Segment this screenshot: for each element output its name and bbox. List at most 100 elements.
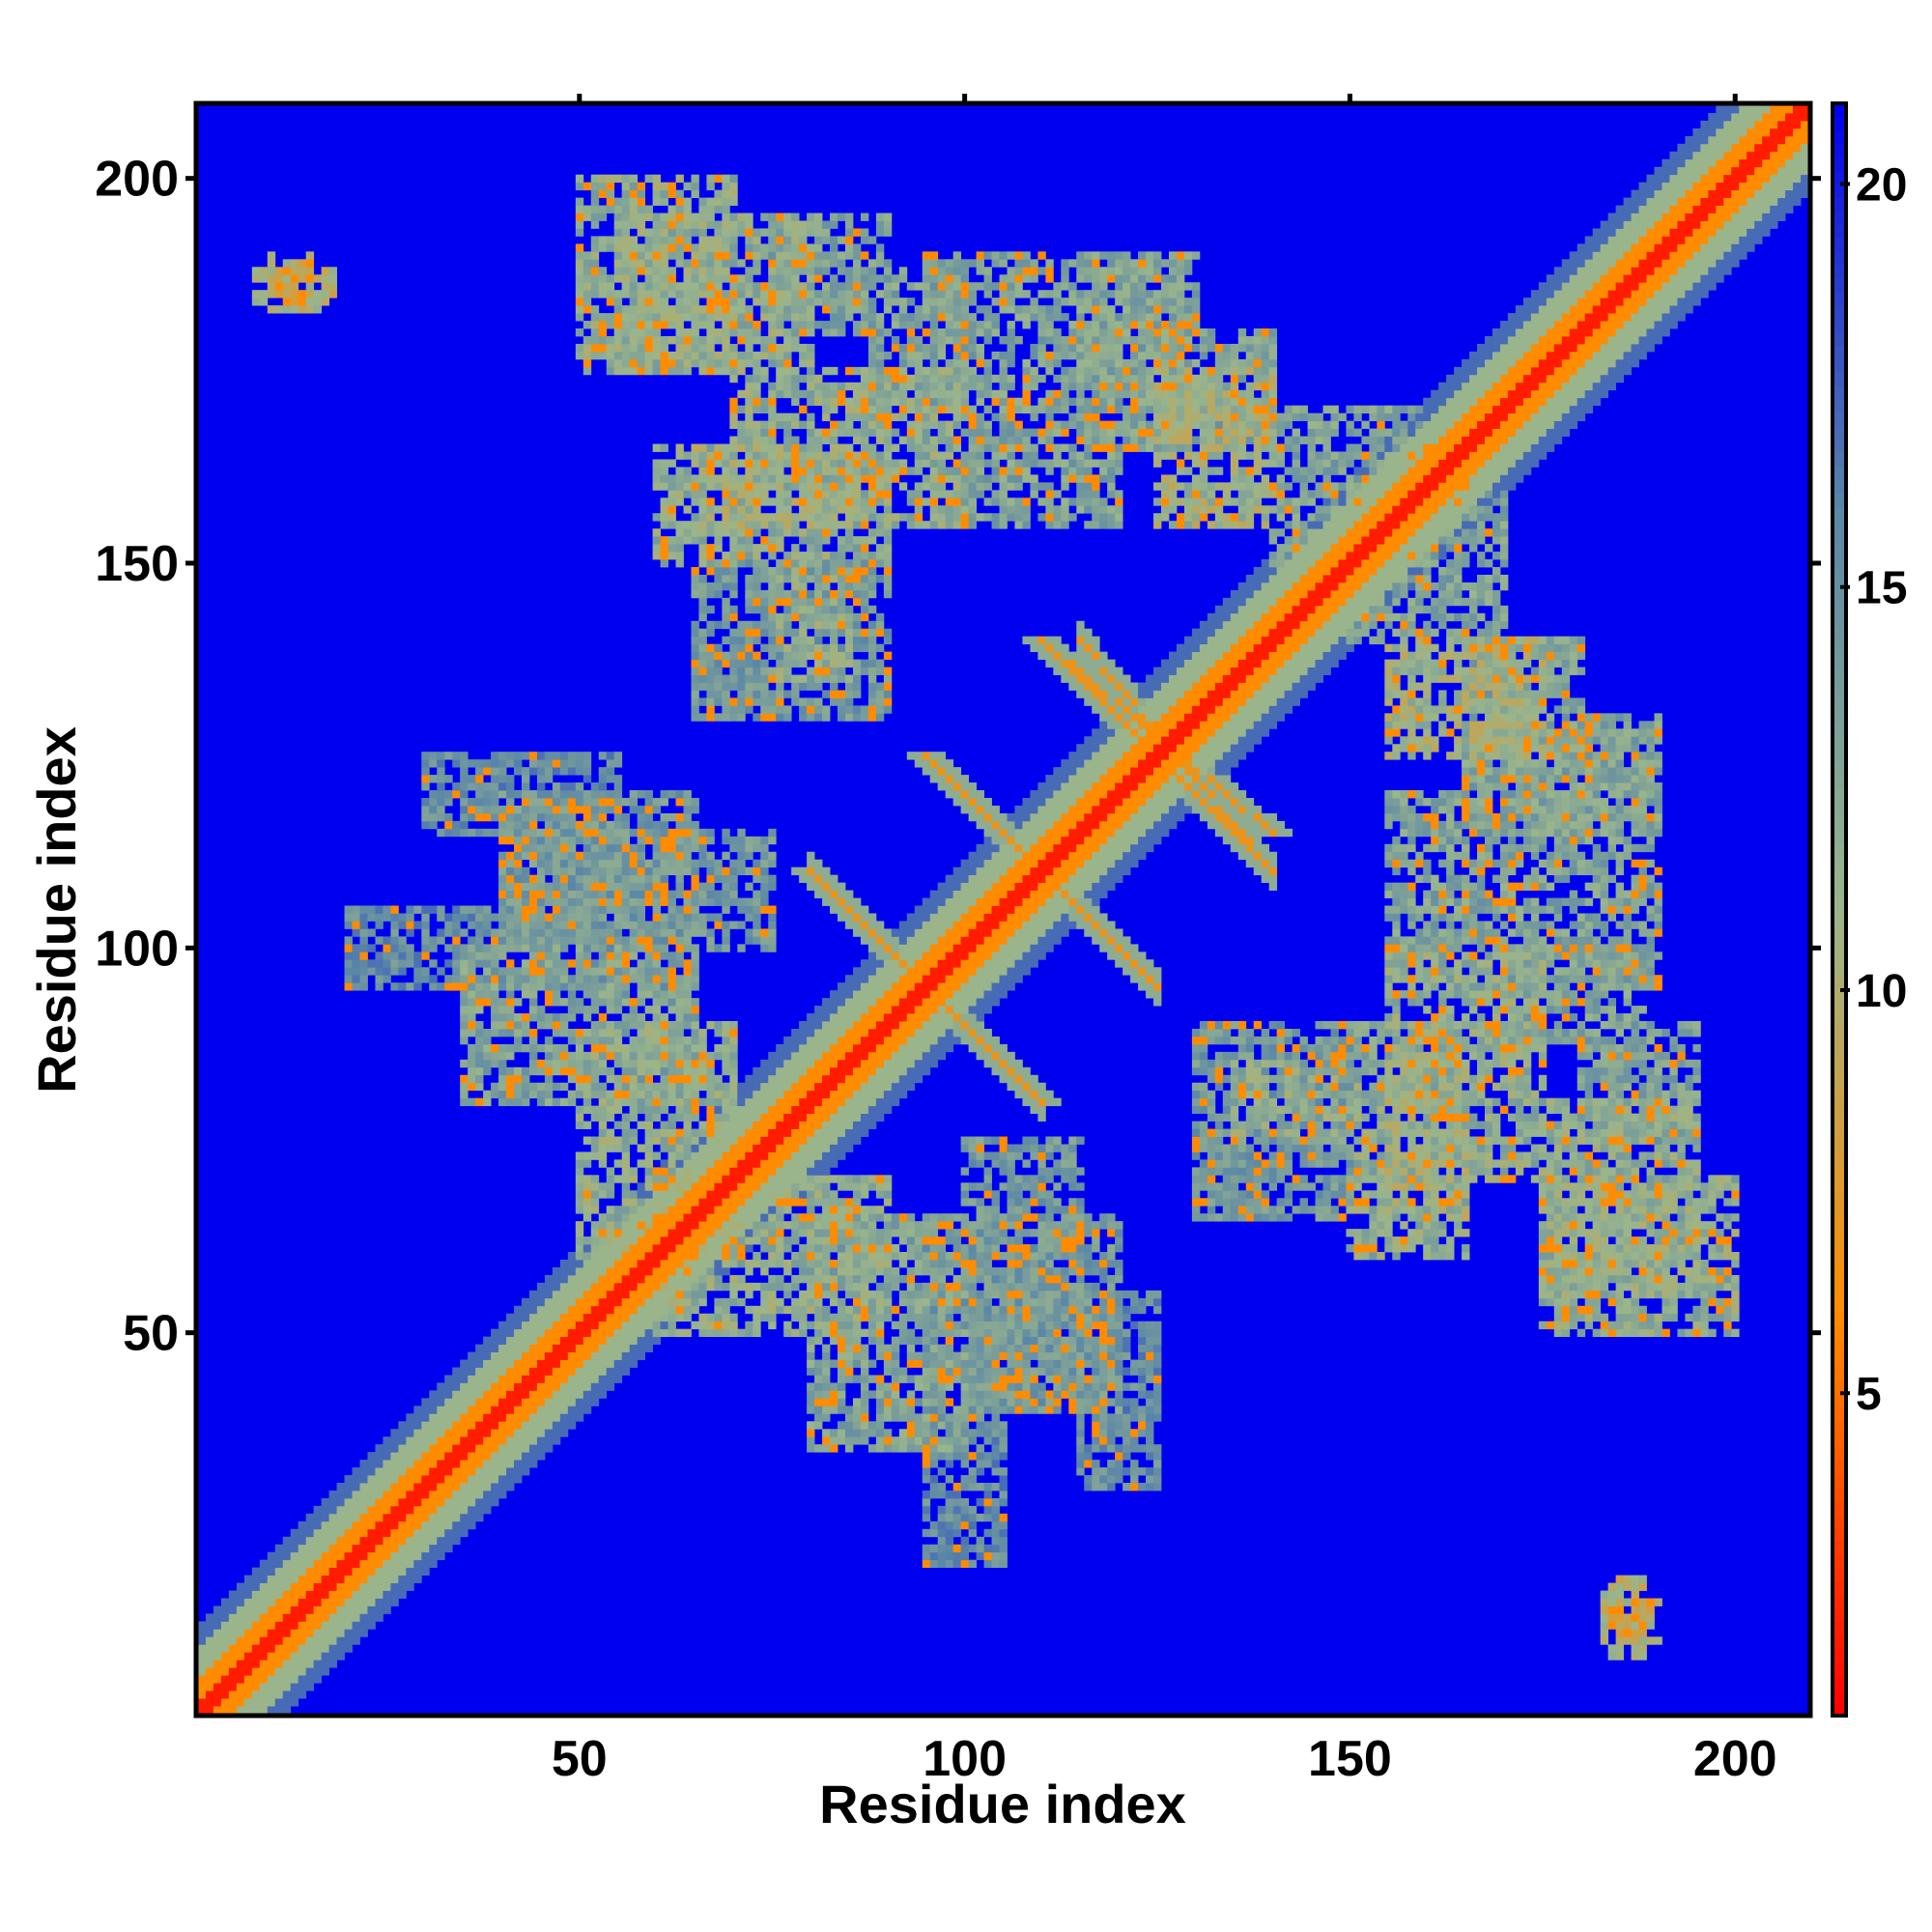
heatmap-cell — [760, 1128, 769, 1137]
heatmap-cell — [274, 1667, 284, 1676]
heatmap-cell — [475, 767, 484, 776]
heatmap-cell — [514, 1097, 523, 1107]
heatmap-cell — [644, 267, 653, 275]
heatmap-cell — [398, 1467, 407, 1476]
heatmap-cell — [814, 1382, 823, 1391]
heatmap-cell — [498, 1490, 507, 1499]
heatmap-cell — [822, 1282, 831, 1292]
heatmap-cell — [359, 1613, 368, 1622]
heatmap-cell — [606, 775, 615, 783]
heatmap-cell — [468, 1444, 476, 1453]
heatmap-cell — [683, 1059, 692, 1068]
heatmap-cell — [621, 1066, 631, 1076]
heatmap-cell — [691, 1028, 699, 1037]
heatmap-cell — [251, 1575, 261, 1583]
heatmap-cell — [613, 874, 623, 884]
heatmap-cell — [228, 1667, 238, 1676]
heatmap-cell — [429, 1475, 438, 1484]
heatmap-cell — [706, 1229, 715, 1237]
heatmap-cell — [598, 1051, 608, 1061]
heatmap-cell — [613, 328, 623, 337]
heatmap-cell — [336, 1551, 345, 1561]
heatmap-cell — [714, 1305, 723, 1315]
heatmap-cell — [460, 1074, 469, 1084]
heatmap-cell — [644, 1105, 653, 1115]
heatmap-cell — [652, 1221, 661, 1230]
heatmap-cell — [528, 1406, 538, 1414]
heatmap-cell — [536, 1444, 546, 1453]
heatmap-cell — [298, 1590, 307, 1599]
heatmap-cell — [475, 952, 484, 960]
heatmap-cell — [590, 890, 600, 898]
heatmap-cell — [729, 1328, 738, 1338]
heatmap-cell — [613, 1259, 623, 1268]
heatmap-cell — [598, 820, 608, 830]
heatmap-cell — [336, 1513, 345, 1522]
heatmap-cell — [737, 220, 746, 229]
heatmap-cell — [776, 236, 784, 244]
heatmap-cell — [799, 220, 808, 229]
heatmap-cell — [468, 1429, 476, 1437]
heatmap-cell — [336, 1598, 345, 1606]
heatmap-cell — [452, 1429, 461, 1437]
heatmap-cell — [582, 1175, 592, 1183]
heatmap-cell — [460, 998, 469, 1007]
heatmap-cell — [698, 490, 707, 498]
heatmap-cell — [706, 274, 715, 283]
heatmap-cell — [644, 1305, 653, 1315]
heatmap-cell — [706, 1136, 715, 1145]
heatmap-cell — [528, 1398, 538, 1406]
heatmap-cell — [483, 1367, 492, 1376]
heatmap-cell — [522, 1321, 530, 1330]
heatmap-cell — [729, 236, 738, 244]
heatmap-cell — [675, 1051, 684, 1061]
heatmap-cell — [598, 1213, 608, 1222]
heatmap-cell — [398, 1528, 407, 1538]
heatmap-cell — [737, 259, 746, 268]
heatmap-cell — [621, 1074, 631, 1084]
heatmap-cell — [714, 859, 723, 868]
heatmap-cell — [514, 1336, 523, 1346]
heatmap-cell — [691, 921, 699, 929]
heatmap-cell — [737, 1082, 746, 1092]
heatmap-cell — [722, 713, 730, 722]
heatmap-cell — [506, 882, 515, 891]
heatmap-cell — [652, 552, 661, 560]
heatmap-cell — [344, 1551, 353, 1561]
heatmap-cell — [452, 1413, 461, 1422]
heatmap-cell — [714, 1313, 723, 1322]
heatmap-cell — [722, 928, 730, 937]
heatmap-cell — [528, 1013, 538, 1022]
heatmap-cell — [729, 1206, 738, 1214]
heatmap-cell — [598, 1367, 608, 1376]
heatmap-cell — [768, 1297, 777, 1307]
heatmap-cell — [582, 882, 592, 891]
heatmap-cell — [621, 944, 631, 952]
heatmap-cell — [668, 828, 676, 838]
heatmap-cell — [559, 928, 569, 937]
heatmap-cell — [698, 1128, 707, 1137]
heatmap-cell — [606, 205, 615, 213]
heatmap-cell — [814, 1406, 823, 1414]
heatmap-cell — [367, 1605, 376, 1614]
heatmap-cell — [768, 313, 777, 322]
heatmap-cell — [660, 1090, 668, 1099]
heatmap-cell — [791, 313, 800, 322]
heatmap-cell — [367, 1567, 376, 1577]
heatmap-cell — [807, 259, 815, 268]
heatmap-cell — [814, 274, 823, 283]
heatmap-cell — [491, 982, 499, 991]
heatmap-cell — [644, 298, 653, 306]
heatmap-cell — [452, 790, 461, 799]
heatmap-cell — [822, 1182, 831, 1191]
heatmap-cell — [652, 1066, 661, 1076]
heatmap-cell — [528, 1436, 538, 1445]
heatmap-cell — [429, 1398, 438, 1406]
heatmap-cell — [776, 1259, 784, 1268]
heatmap-cell — [598, 1182, 608, 1191]
heatmap-cell — [552, 982, 561, 991]
heatmap-cell — [814, 859, 823, 868]
heatmap-cell — [536, 1305, 546, 1315]
heatmap-cell — [675, 1159, 684, 1168]
heatmap-cell — [753, 552, 761, 560]
